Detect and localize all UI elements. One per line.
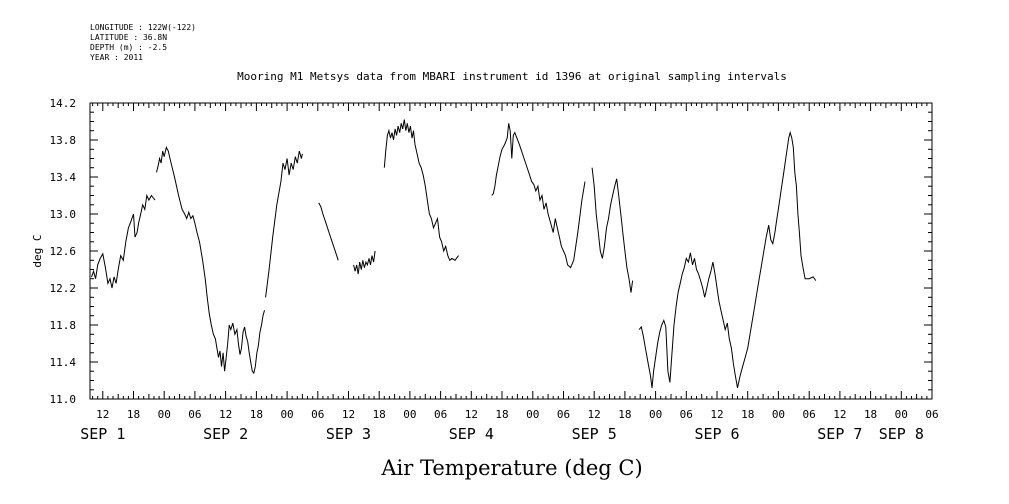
y-tick-label: 12.6	[50, 245, 77, 258]
y-tick-label: 13.8	[50, 134, 77, 147]
x-tick-label: 18	[864, 408, 877, 421]
x-tick-label: 06	[188, 408, 201, 421]
x-day-label: SEP 8	[879, 425, 924, 443]
year-label: YEAR : 2011	[90, 53, 143, 62]
x-tick-label: 18	[741, 408, 754, 421]
x-tick-label: 00	[772, 408, 785, 421]
x-tick-label: 18	[127, 408, 140, 421]
series-line	[156, 145, 265, 375]
y-axis: 11.0 11.4 11.8 12.2 12.6 13.0 13.4 13.8 14.2	[50, 97, 932, 406]
x-tick-label: 00	[158, 408, 171, 421]
x-tick-label: 18	[250, 408, 263, 421]
series-line	[353, 250, 376, 275]
x-day-label: SEP 4	[449, 425, 494, 443]
series-line	[383, 119, 459, 262]
x-day-label: SEP 5	[572, 425, 617, 443]
x-tick-label: 00	[649, 408, 662, 421]
x-axis-label: Air Temperature (deg C)	[380, 456, 642, 480]
series-line	[638, 130, 817, 389]
x-day-label: SEP 7	[817, 425, 862, 443]
x-day-label: SEP 3	[326, 425, 371, 443]
x-tick-label: 18	[495, 408, 508, 421]
y-tick-label: 13.4	[50, 171, 77, 184]
x-tick-label: 12	[342, 408, 355, 421]
series-line	[318, 202, 339, 261]
x-tick-label: 00	[895, 408, 908, 421]
y-tick-label: 14.2	[50, 97, 77, 110]
series-line	[265, 150, 303, 298]
x-tick-label: 18	[618, 408, 631, 421]
x-tick-label: 18	[373, 408, 386, 421]
y-tick-label: 13.0	[50, 208, 77, 221]
series-line	[491, 123, 586, 269]
x-day-label: SEP 1	[80, 425, 125, 443]
series-line	[91, 193, 156, 289]
x-tick-label: 00	[526, 408, 539, 421]
x-tick-label: 12	[833, 408, 846, 421]
x-tick-label: 00	[403, 408, 416, 421]
x-tick-label: 12	[710, 408, 723, 421]
y-tick-label: 12.2	[50, 282, 77, 295]
data-series	[91, 119, 817, 389]
x-tick-label: 12	[96, 408, 109, 421]
y-tick-label: 11.0	[50, 393, 77, 406]
x-day-label: SEP 6	[694, 425, 739, 443]
y-tick-label: 11.4	[50, 356, 77, 369]
y-tick-label: 11.8	[50, 319, 77, 332]
y-axis-label: deg C	[31, 234, 44, 267]
x-tick-label: 06	[434, 408, 447, 421]
longitude-label: LONGITUDE : 122W(-122)	[90, 23, 196, 32]
x-tick-label: 06	[680, 408, 693, 421]
x-tick-label: 06	[557, 408, 570, 421]
x-tick-label: 00	[280, 408, 293, 421]
latitude-label: LATITUDE : 36.8N	[90, 33, 167, 42]
x-tick-label: 06	[925, 408, 938, 421]
depth-label: DEPTH (m) : -2.5	[90, 43, 167, 52]
x-tick-label: 06	[311, 408, 324, 421]
x-axis: 12 18 00 06 12 18 00 06 12 18 00 06 12 18 00 06 12 18 00 06…	[80, 103, 939, 443]
header-metadata: LONGITUDE : 122W(-122) LATITUDE : 36.8N …	[90, 23, 196, 62]
x-day-label: SEP 2	[203, 425, 248, 443]
chart-title: Mooring M1 Metsys data from MBARI instru…	[237, 70, 787, 83]
x-tick-label: 12	[588, 408, 601, 421]
x-tick-label: 06	[803, 408, 816, 421]
x-tick-label: 12	[465, 408, 478, 421]
series-line	[591, 167, 634, 293]
x-tick-label: 12	[219, 408, 232, 421]
